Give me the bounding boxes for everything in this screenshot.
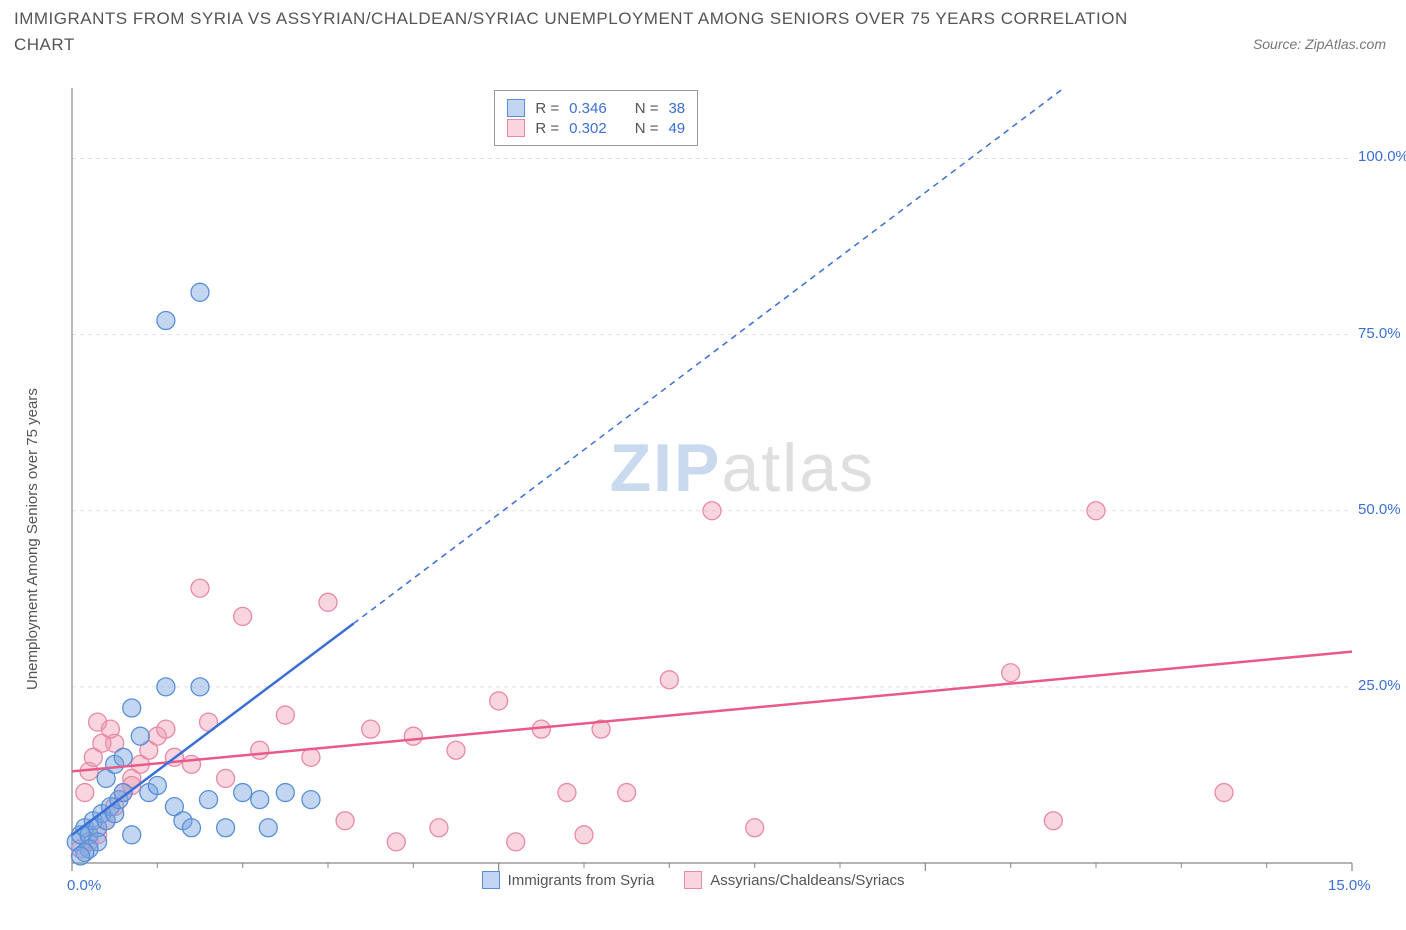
chart-area (62, 78, 1392, 893)
r-value: 0.346 (569, 100, 607, 117)
chart-title: IMMIGRANTS FROM SYRIA VS ASSYRIAN/CHALDE… (14, 6, 1164, 57)
y-tick-label: 50.0% (1358, 501, 1401, 518)
bottom-legend: Immigrants from Syria Assyrians/Chaldeans… (482, 871, 905, 889)
stats-row-1: R = 0.346 N = 38 (507, 99, 685, 117)
y-tick-label: 25.0% (1358, 677, 1401, 694)
swatch-blue-icon (482, 871, 500, 889)
stats-legend: R = 0.346 N = 38 R = 0.302 N = 49 (494, 90, 698, 146)
n-value: 49 (668, 120, 685, 137)
legend-item-2: Assyrians/Chaldeans/Syriacs (684, 871, 904, 889)
n-label: N = (635, 100, 659, 117)
legend-label: Assyrians/Chaldeans/Syriacs (710, 872, 904, 889)
legend-item-1: Immigrants from Syria (482, 871, 655, 889)
scatter-chart-svg (62, 78, 1392, 893)
x-tick-label: 15.0% (1328, 877, 1371, 894)
source-attribution: Source: ZipAtlas.com (1253, 36, 1386, 52)
x-tick-label: 0.0% (67, 877, 101, 894)
r-value: 0.302 (569, 120, 607, 137)
n-value: 38 (668, 100, 685, 117)
r-label: R = (535, 100, 559, 117)
n-label: N = (635, 120, 659, 137)
swatch-pink-icon (507, 119, 525, 137)
y-axis-label: Unemployment Among Seniors over 75 years (24, 388, 41, 690)
stats-row-2: R = 0.302 N = 49 (507, 119, 685, 137)
legend-label: Immigrants from Syria (508, 872, 655, 889)
y-tick-label: 100.0% (1358, 148, 1406, 165)
r-label: R = (535, 120, 559, 137)
y-tick-label: 75.0% (1358, 325, 1401, 342)
swatch-pink-icon (684, 871, 702, 889)
swatch-blue-icon (507, 99, 525, 117)
